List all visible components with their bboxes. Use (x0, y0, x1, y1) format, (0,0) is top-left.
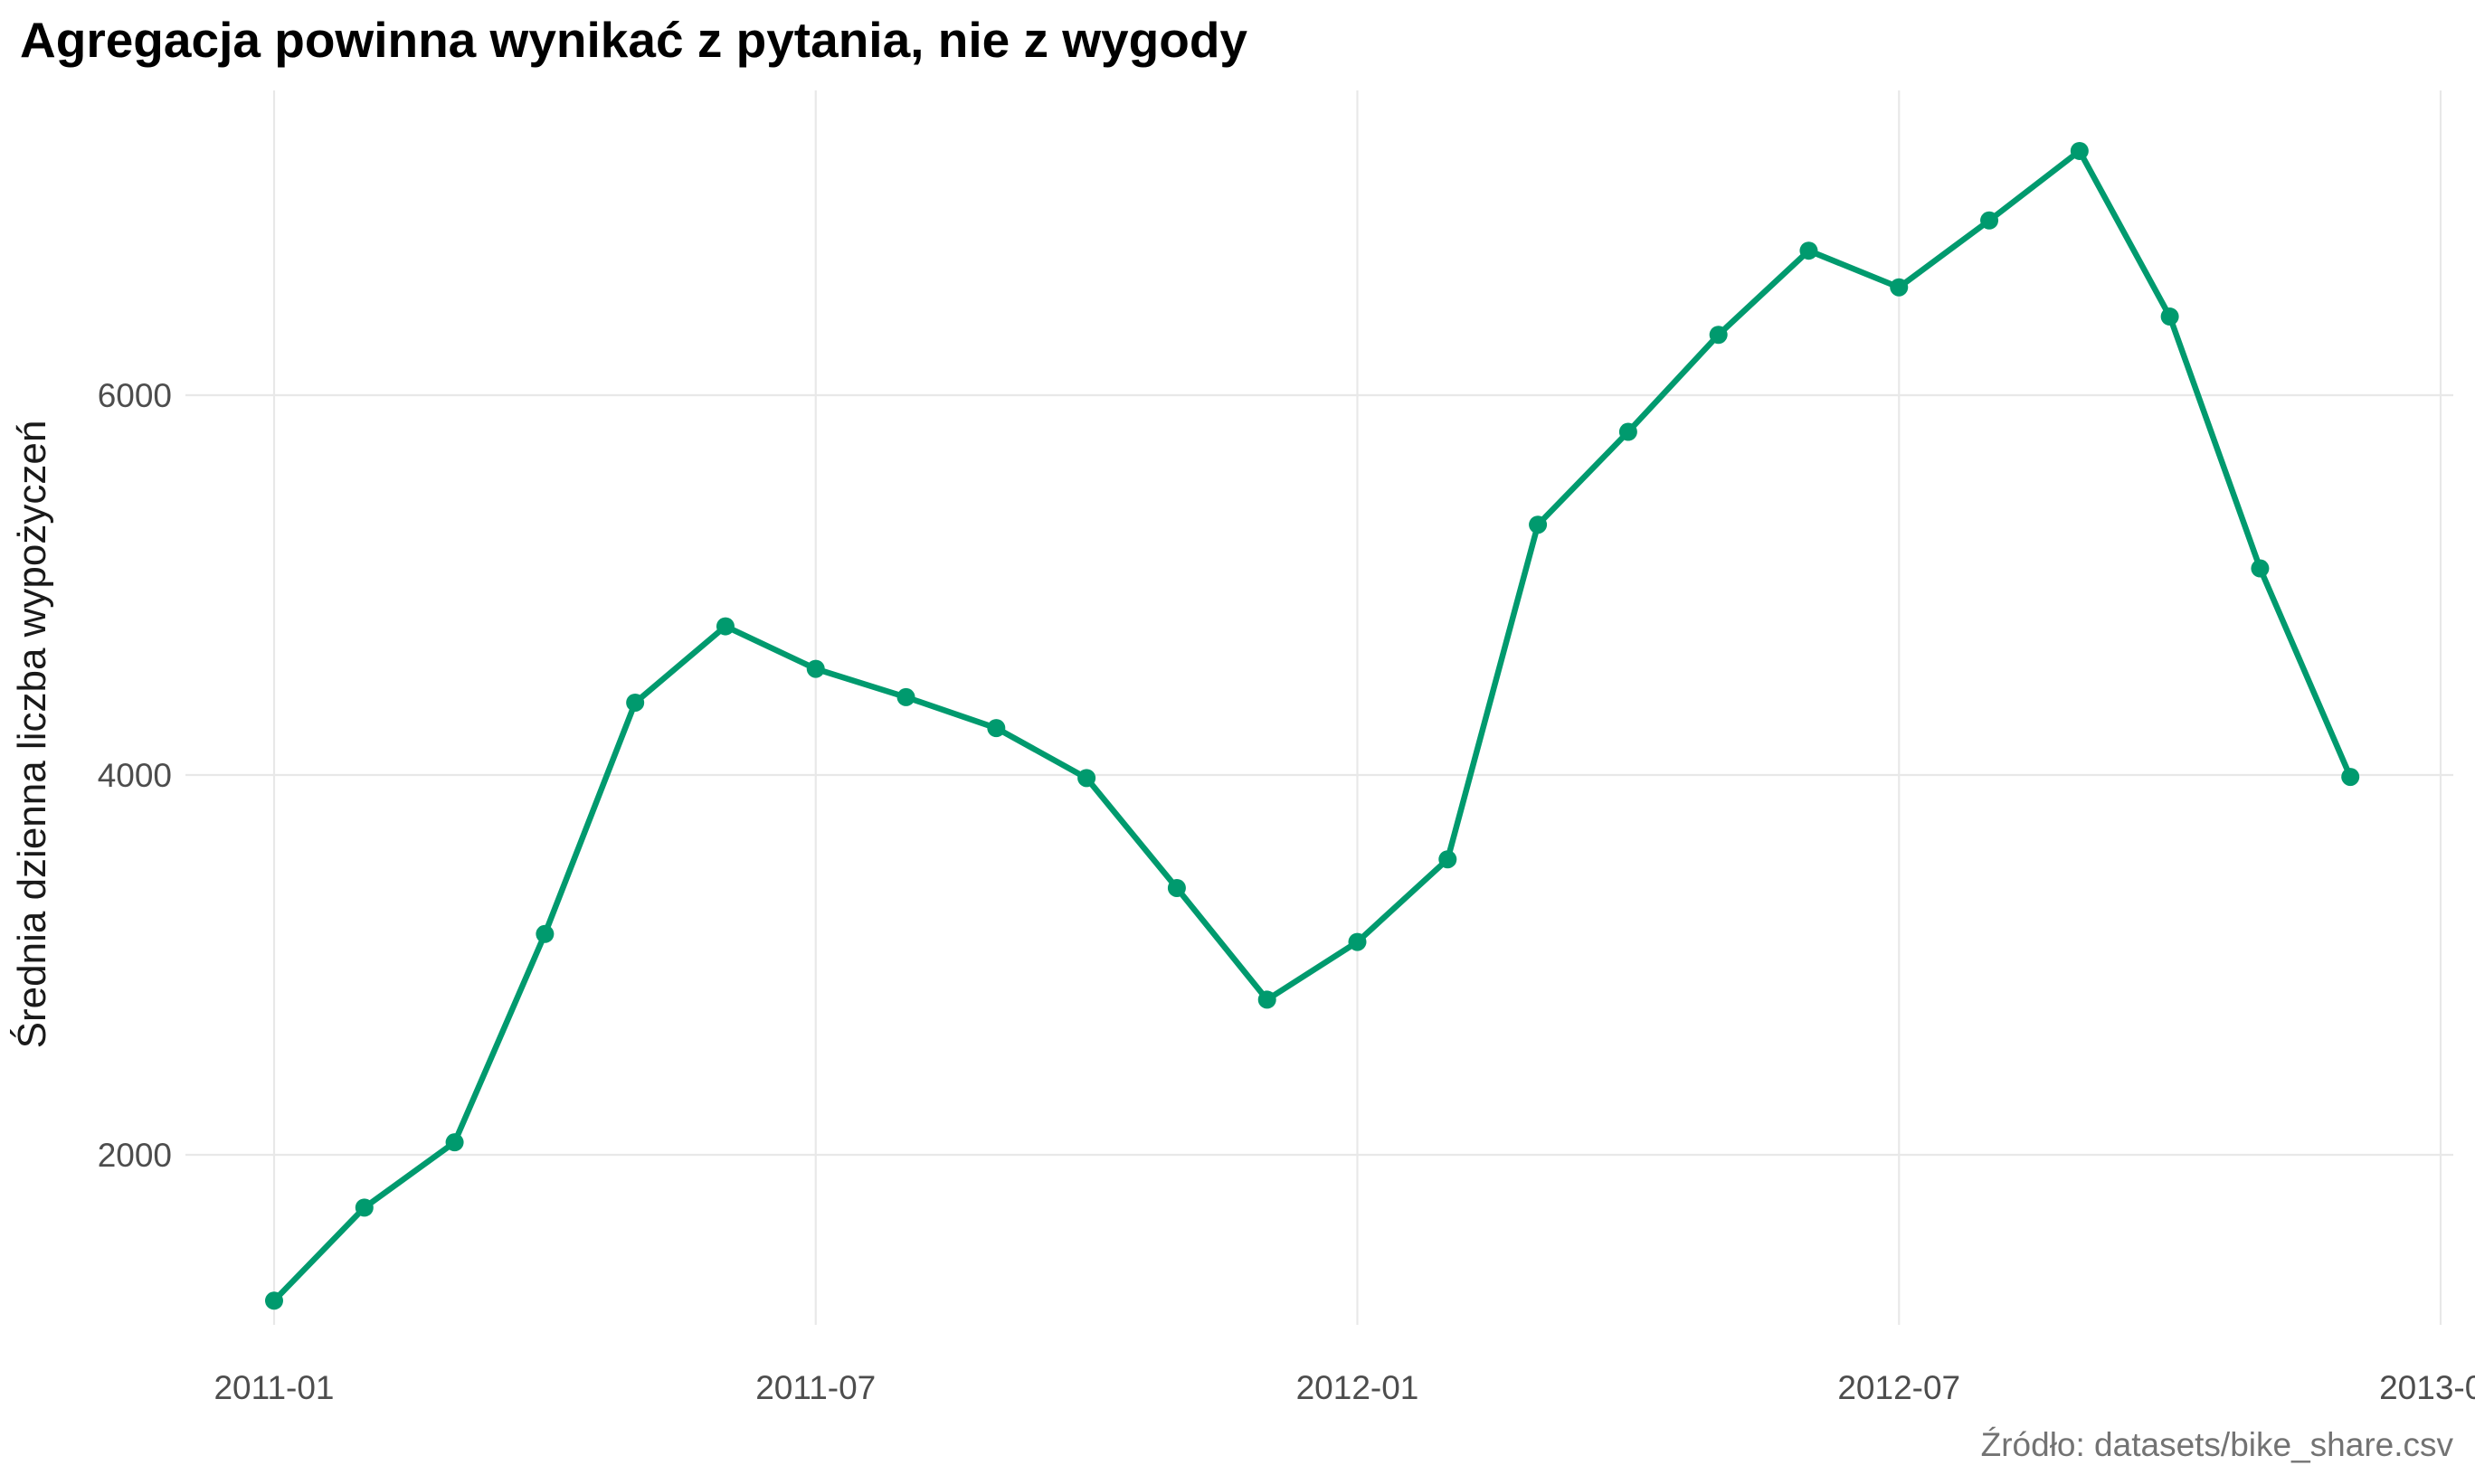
data-point-2012-01 (1348, 932, 1367, 951)
x-axis-ticks: 2011-01 2011-07 2012-01 2012-07 2013-01 (213, 1369, 2475, 1406)
data-point-2011-11 (1167, 878, 1186, 897)
data-point-2012-09 (2070, 141, 2089, 160)
y-tick-label: 6000 (98, 377, 172, 414)
data-point-2012-06 (1799, 241, 1818, 260)
data-point-2012-10 (2160, 307, 2179, 326)
x-tick-label: 2012-07 (1837, 1369, 1960, 1406)
data-point-2011-08 (896, 687, 915, 706)
data-point-2011-04 (536, 924, 555, 943)
y-axis-label: Średnia dzienna liczba wypożyczeń (8, 421, 54, 1049)
data-point-2012-08 (1980, 211, 1999, 230)
source-caption: Źródło: datasets/bike_share.csv (1981, 1426, 2454, 1463)
data-point-2012-05 (1709, 326, 1728, 345)
data-point-2011-01 (265, 1291, 283, 1310)
data-point-2011-09 (987, 719, 1006, 738)
y-tick-label: 2000 (98, 1137, 172, 1174)
data-point-2012-12 (2341, 768, 2360, 787)
data-point-2012-02 (1438, 850, 1457, 869)
x-tick-label: 2012-01 (1296, 1369, 1419, 1406)
data-point-2011-02 (355, 1198, 374, 1217)
x-tick-label: 2013-01 (2379, 1369, 2475, 1406)
y-tick-label: 4000 (98, 757, 172, 794)
x-tick-label: 2011-01 (213, 1369, 334, 1406)
series-line-path (270, 147, 2354, 1304)
data-point-2011-03 (445, 1133, 464, 1152)
chart-title: Agregacja powinna wynikać z pytania, nie… (20, 12, 1248, 68)
data-point-2011-12 (1257, 990, 1276, 1009)
data-point-2012-07 (1890, 278, 1909, 297)
x-tick-label: 2011-07 (755, 1369, 876, 1406)
data-point-2011-10 (1077, 769, 1096, 788)
data-point-2012-04 (1618, 422, 1637, 441)
series-line (270, 147, 2354, 1304)
data-point-2012-03 (1529, 515, 1548, 534)
data-points (265, 141, 2360, 1310)
data-point-2011-06 (716, 617, 735, 636)
y-axis-ticks: 2000 4000 6000 (98, 377, 172, 1174)
grid-lines (185, 90, 2453, 1325)
data-point-2011-05 (626, 693, 645, 712)
data-point-2011-07 (806, 659, 825, 678)
data-point-2012-11 (2251, 559, 2270, 578)
